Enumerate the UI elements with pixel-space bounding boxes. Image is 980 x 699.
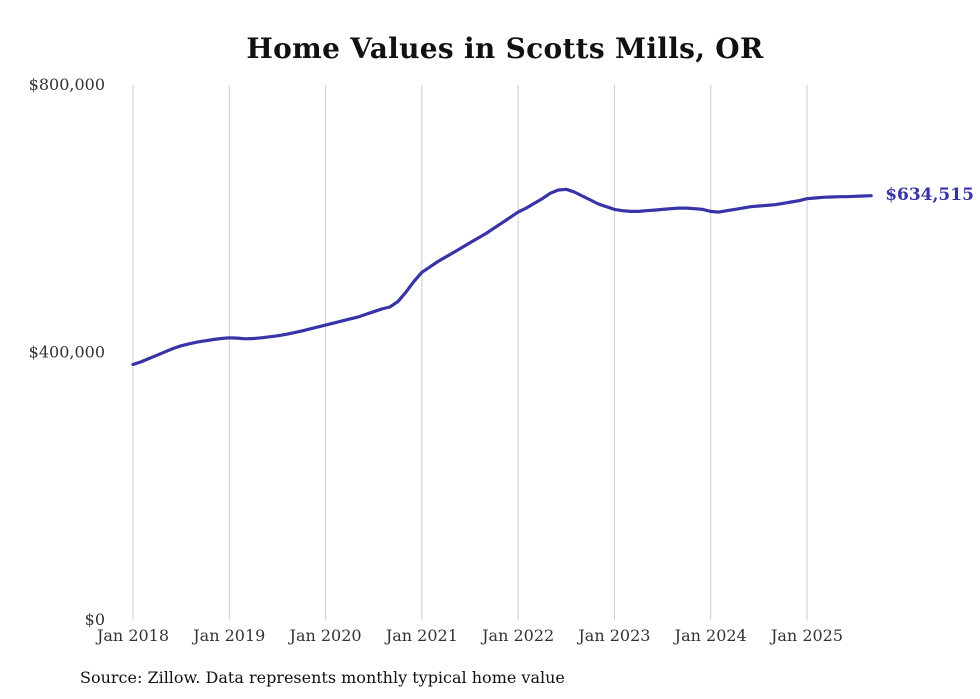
x-tick-label: Jan 2024 (673, 626, 747, 645)
y-tick-label: $0 (85, 610, 105, 629)
x-tick-label: Jan 2018 (95, 626, 169, 645)
source-note: Source: Zillow. Data represents monthly … (80, 668, 565, 687)
x-tick-label: Jan 2022 (480, 626, 554, 645)
x-tick-label: Jan 2020 (288, 626, 362, 645)
x-tick-label: Jan 2021 (384, 626, 458, 645)
y-tick-label: $800,000 (29, 75, 105, 94)
x-tick-label: Jan 2019 (191, 626, 265, 645)
chart-title: Home Values in Scotts Mills, OR (246, 32, 764, 65)
x-tick-label: Jan 2025 (769, 626, 843, 645)
y-tick-label: $400,000 (29, 343, 105, 362)
home-value-line-series (131, 187, 873, 367)
x-tick-label: Jan 2023 (576, 626, 650, 645)
latest-value-label: $634,515 (885, 184, 974, 205)
